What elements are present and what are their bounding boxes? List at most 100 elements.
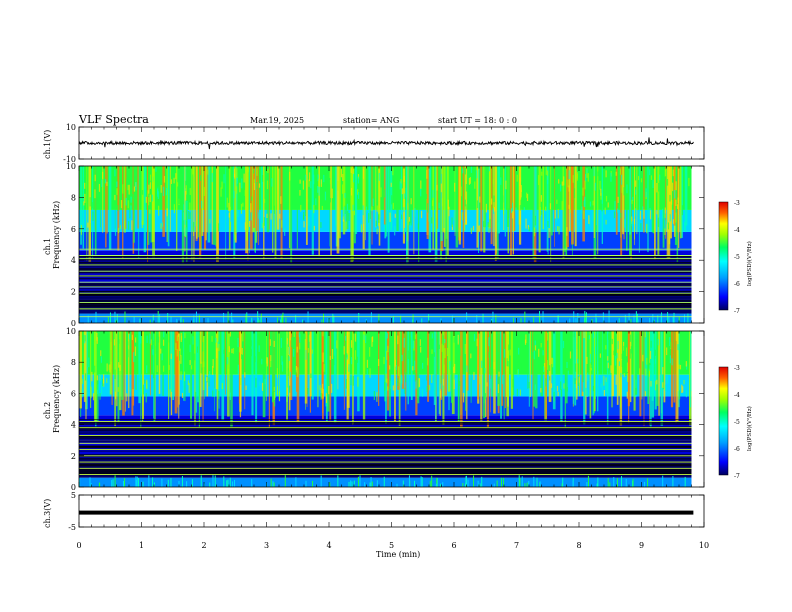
ch1-spec-burst (198, 166, 202, 258)
ch2-spec-burst (111, 331, 113, 405)
ch1-spec-speckle (685, 222, 687, 233)
ch2-spec-speckle (550, 383, 553, 388)
ch2-spec-speckle (639, 368, 641, 375)
ch1-spec-speckle (134, 175, 137, 182)
date-label: Mar.19, 2025 (250, 116, 304, 125)
ch2-spec-speckle (662, 382, 664, 388)
ch1-spec-speckle (572, 175, 574, 183)
ch2-spec-burst (190, 331, 193, 419)
ch2-spec-speckle (507, 360, 509, 367)
ch1-spec-speckle (454, 182, 456, 192)
ch1-spec-speckle (324, 172, 326, 180)
ch1-spec-speckle (633, 218, 636, 225)
ch2-spec-speckle (325, 393, 328, 403)
ch1-spec-speckle (448, 206, 450, 217)
ch1-spec-speckle (672, 219, 674, 224)
ch1-spec-speckle (586, 168, 588, 174)
ch1-spec-speckle (438, 202, 440, 209)
ch3-wave-ytick-label: -5 (68, 523, 76, 532)
ch1-spec-speckle (604, 207, 606, 215)
ch2-spec-burst (460, 331, 462, 415)
ch1-spec-speckle (362, 205, 364, 216)
time-axis-tick-label: 2 (201, 541, 206, 550)
ch1-spec-burst (205, 166, 207, 241)
ch2-spec-burst (195, 331, 198, 413)
ch1-wave-ytick-label: 10 (66, 123, 76, 132)
ch2-spec-speckle (582, 391, 584, 397)
ch2-spec-burst (138, 331, 141, 404)
ch1-spec-burst (263, 166, 265, 260)
ch2-spec-dark-line (79, 454, 692, 456)
ch1-spec-speckle (493, 195, 495, 203)
colorbar-ch1: -3 -4 -5 -6 -7 log(PSD)(V²/Hz) (718, 200, 753, 315)
ch1-spec-burst (568, 166, 571, 232)
ch2-spec-speckle (589, 353, 592, 364)
ch1-spec-speckle (583, 210, 585, 220)
ch1-spec-lowspike (591, 318, 593, 323)
ch1-spec-burst (150, 166, 152, 243)
ch2-spec-speckle (577, 376, 579, 386)
ch1-spec-burst (272, 166, 274, 253)
ch1-spec-speckle (211, 173, 213, 183)
ch2-spec-lowspike (214, 475, 216, 487)
ch2-spec-burst (545, 331, 547, 419)
ch2-spec-speckle (140, 389, 142, 395)
ch1-spec-lowspike (193, 319, 195, 323)
ch1-spec-burst (280, 166, 283, 259)
ch2-spec-speckle (118, 339, 120, 344)
ch1-spec-speckle (610, 172, 612, 182)
ch1-spec-burst (597, 166, 599, 255)
ch1-spec-ytick-label: 4 (71, 256, 76, 265)
ch2-spec-dark-line (79, 430, 692, 432)
ch1-spec-speckle (667, 222, 670, 230)
ch1-spec-speckle (250, 212, 252, 221)
ch1-spec-speckle (489, 195, 491, 202)
ch1-spec-lowspike (539, 316, 541, 323)
ch1-spec-speckle (420, 210, 423, 219)
ch2-spec-speckle (544, 364, 546, 371)
ch1-spec-speckle (423, 186, 425, 191)
ch2-spec-speckle (453, 379, 455, 390)
ch2-spec-dark-line (79, 423, 692, 425)
ch2-spec-speckle (543, 366, 545, 373)
ch2-spec-speckle (588, 335, 591, 340)
ch2-spec-speckle (255, 377, 257, 388)
ch1-spec-speckle (131, 220, 133, 231)
ch1-spec-speckle (545, 206, 547, 212)
ch1-spec-speckle (362, 169, 365, 179)
ch1-spec-speckle (344, 205, 346, 215)
ch2-spec-speckle (206, 377, 208, 382)
ch2-spec-speckle (96, 360, 99, 367)
ch1-spec-dark-line (79, 268, 692, 270)
ch1-spec-burst (665, 166, 666, 239)
ch2-spec-speckle (133, 352, 135, 363)
ch1-spec-speckle (545, 166, 547, 175)
ch2-spec-burst (221, 331, 225, 421)
ch2-spec-speckle (270, 360, 272, 368)
ch1-spec-speckle (640, 178, 643, 183)
ch1-spec-speckle (519, 177, 521, 187)
ch2-spec-burst (168, 331, 170, 420)
ch2-spec-speckle (473, 371, 475, 380)
ch2-spec-burst (675, 331, 677, 423)
ch1-spec-speckle (303, 221, 305, 228)
ch2-spec-speckle (100, 350, 102, 357)
ch2-spec-lowspike (234, 479, 236, 487)
ch1-spec-speckle (185, 227, 187, 236)
ch1-spec-speckle (427, 203, 429, 213)
ch2-spec-speckle (504, 349, 506, 358)
ch1-spec-speckle (228, 202, 230, 211)
ch2-spec-speckle (605, 345, 607, 350)
ch2-spec-burst (121, 331, 124, 400)
ch1-spec-burst (533, 166, 537, 233)
ch1-spec-lowspike (378, 314, 380, 323)
ch1-spec-speckle (489, 218, 491, 228)
ch2-spec-burst (401, 331, 405, 389)
ch1-spec-speckle (414, 208, 416, 218)
ch1-spec-burst (290, 166, 293, 264)
ch2-spec-speckle (307, 388, 309, 395)
ch1-spec-burst (311, 166, 314, 255)
ch1-spec-speckle (149, 174, 151, 184)
ch2-spec-dark-line (79, 470, 692, 472)
